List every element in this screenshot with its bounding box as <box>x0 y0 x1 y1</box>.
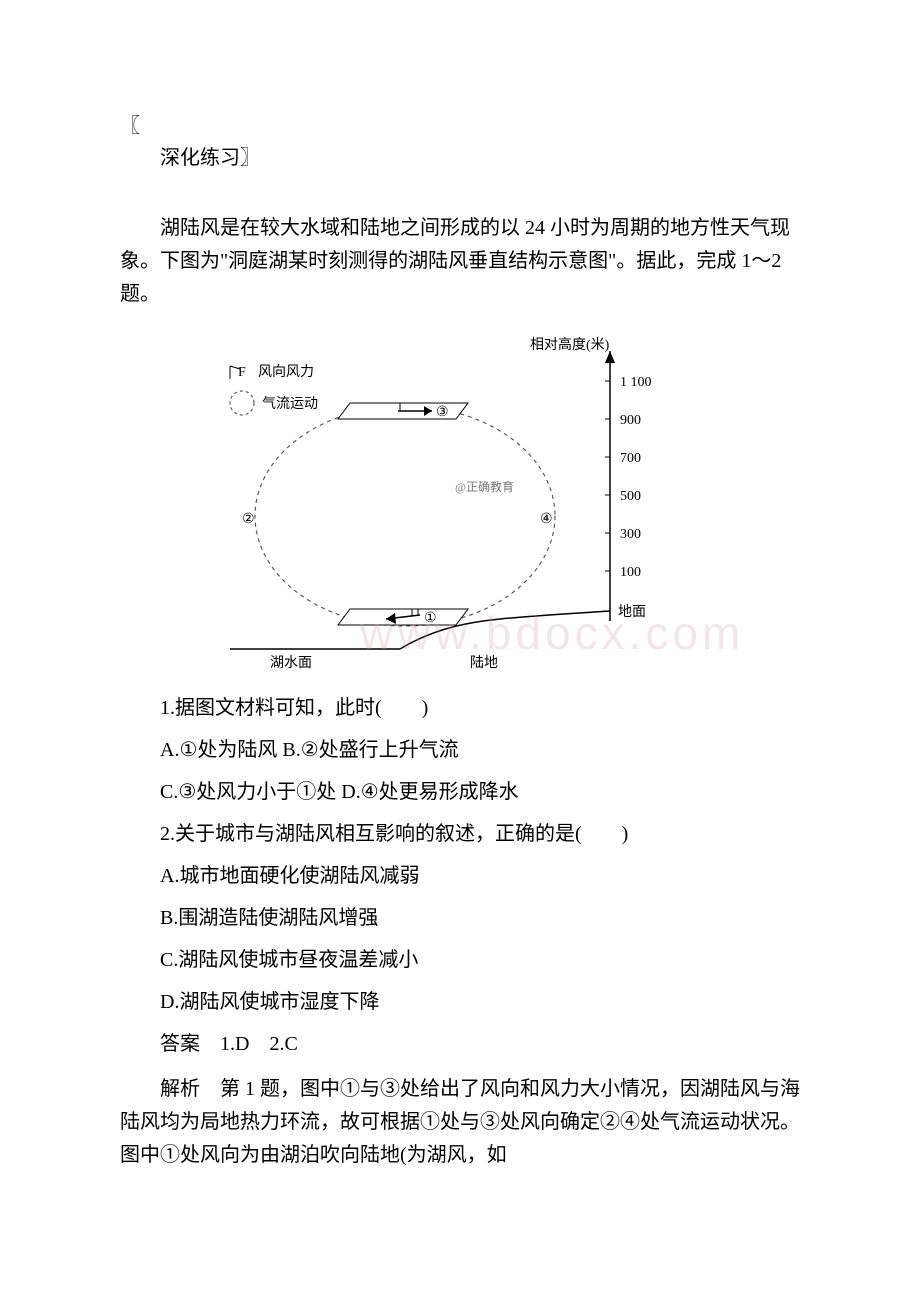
ytick-1: 900 <box>620 413 641 428</box>
heading-text: 深化练习〗 <box>120 142 800 174</box>
heading-bracket-open: 〖 <box>120 110 800 142</box>
legend-wind: 风向风力 <box>258 364 314 380</box>
legend-air: 气流运动 <box>262 396 318 412</box>
exercise-heading: 〖 深化练习〗 <box>120 110 800 174</box>
ytick-5: 100 <box>620 565 641 580</box>
q2-option-c: C.湖陆风使城市昼夜温差减小 <box>120 939 800 981</box>
lake-land-breeze-diagram: 相对高度(米) 1 100 900 700 500 300 100 F 风向风力… <box>200 331 720 671</box>
mark-2: ② <box>242 512 255 527</box>
answers-line: 答案 1.D 2.C <box>120 1023 800 1065</box>
edu-watermark: @正确教育 <box>455 479 514 494</box>
q1-stem: 1.据图文材料可知，此时( ) <box>120 687 800 729</box>
q2-option-a: A.城市地面硬化使湖陆风减弱 <box>120 855 800 897</box>
lake-label: 湖水面 <box>270 655 312 671</box>
q1-options-cd: C.③处风力小于①处 D.④处更易形成降水 <box>120 771 800 813</box>
q1-options-ab: A.①处为陆风 B.②处盛行上升气流 <box>120 729 800 771</box>
mark-4: ④ <box>540 512 553 527</box>
legend: F 风向风力 气流运动 <box>230 364 318 415</box>
intro-paragraph: 湖陆风是在较大水域和陆地之间形成的以 24 小时为周期的地方性天气现象。下图为"… <box>120 212 800 311</box>
ytick-2: 700 <box>620 451 641 466</box>
explanation-paragraph: 解析 第 1 题，图中①与③处给出了风向和风力大小情况，因湖陆风与海陆风均为局地… <box>120 1073 800 1172</box>
q2-stem: 2.关于城市与湖陆风相互影响的叙述，正确的是( ) <box>120 813 800 855</box>
land-label: 陆地 <box>470 655 498 671</box>
ytick-3: 500 <box>620 489 641 504</box>
mark-3: ③ <box>436 405 449 420</box>
axis-title: 相对高度(米) <box>530 336 610 353</box>
ground-label: 地面 <box>618 604 646 620</box>
top-wind-box: ③ <box>338 403 468 420</box>
y-ticks: 1 100 900 700 500 300 100 <box>605 375 652 580</box>
bottom-wind-box: ① <box>338 609 468 626</box>
legend-flag-char: F <box>238 365 246 380</box>
ytick-0: 1 100 <box>620 375 652 390</box>
mark-1: ① <box>424 611 437 626</box>
q2-option-b: B.围湖造陆使湖陆风增强 <box>120 897 800 939</box>
ytick-4: 300 <box>620 527 641 542</box>
q2-option-d: D.湖陆风使城市湿度下降 <box>120 981 800 1023</box>
